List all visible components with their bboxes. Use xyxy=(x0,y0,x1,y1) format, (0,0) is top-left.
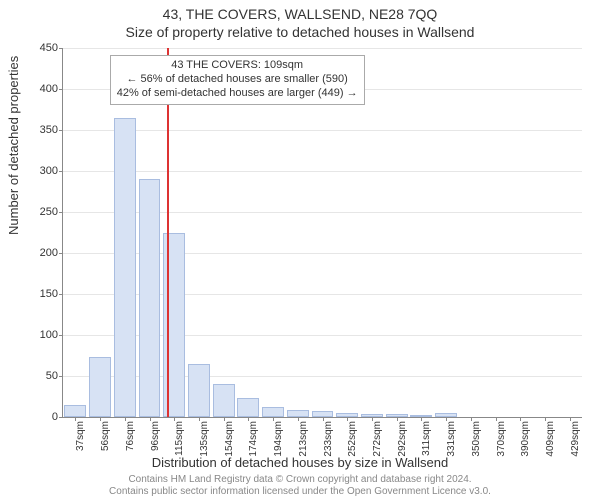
x-tick-label: 154sqm xyxy=(224,421,235,457)
x-tick-label: 252sqm xyxy=(347,421,358,457)
x-tick-label: 272sqm xyxy=(372,421,383,457)
x-tick-label: 429sqm xyxy=(570,421,581,457)
histogram-bar xyxy=(213,384,235,417)
y-axis-label: Number of detached properties xyxy=(6,56,21,235)
x-tick-label: 292sqm xyxy=(397,421,408,457)
chart-title-main: 43, THE COVERS, WALLSEND, NE28 7QQ xyxy=(0,6,600,22)
x-tick-label: 213sqm xyxy=(298,421,309,457)
x-tick-label: 390sqm xyxy=(520,421,531,457)
y-tick-label: 200 xyxy=(40,247,58,259)
x-tick-label: 96sqm xyxy=(150,421,161,451)
y-tick-mark xyxy=(59,89,63,90)
x-tick-label: 174sqm xyxy=(248,421,259,457)
y-tick-label: 50 xyxy=(46,370,58,382)
y-tick-mark xyxy=(59,294,63,295)
y-tick-label: 0 xyxy=(52,411,58,423)
y-tick-mark xyxy=(59,335,63,336)
x-tick-label: 311sqm xyxy=(421,421,432,456)
x-tick-label: 350sqm xyxy=(471,421,482,457)
histogram-bar xyxy=(237,398,259,417)
histogram-bar xyxy=(139,179,161,417)
y-tick-label: 400 xyxy=(40,83,58,95)
x-tick-label: 233sqm xyxy=(323,421,334,457)
y-tick-mark xyxy=(59,376,63,377)
x-tick-label: 331sqm xyxy=(446,421,457,457)
y-grid-line xyxy=(63,48,582,49)
y-grid-line xyxy=(63,171,582,172)
annotation-line-1: 43 THE COVERS: 109sqm xyxy=(117,59,358,73)
histogram-bar xyxy=(262,407,284,417)
y-tick-label: 450 xyxy=(40,42,58,54)
x-tick-label: 76sqm xyxy=(125,421,136,451)
plot-area: 05010015020025030035040045037sqm56sqm76s… xyxy=(62,48,582,418)
y-tick-mark xyxy=(59,417,63,418)
y-tick-mark xyxy=(59,212,63,213)
annotation-line-3: 42% of semi-detached houses are larger (… xyxy=(117,87,358,101)
x-tick-label: 409sqm xyxy=(545,421,556,457)
x-tick-label: 115sqm xyxy=(174,421,185,456)
histogram-bar xyxy=(64,405,86,417)
histogram-bar xyxy=(114,118,136,417)
x-tick-label: 194sqm xyxy=(273,421,284,457)
footer-line-2: Contains public sector information licen… xyxy=(0,486,600,498)
x-tick-label: 135sqm xyxy=(199,421,210,457)
x-tick-label: 370sqm xyxy=(496,421,507,457)
x-tick-label: 56sqm xyxy=(100,421,111,451)
annotation-box: 43 THE COVERS: 109sqm ← 56% of detached … xyxy=(110,55,365,104)
y-tick-label: 150 xyxy=(40,288,58,300)
y-tick-label: 300 xyxy=(40,165,58,177)
y-tick-label: 350 xyxy=(40,124,58,136)
y-tick-label: 100 xyxy=(40,329,58,341)
y-grid-line xyxy=(63,130,582,131)
x-tick-label: 37sqm xyxy=(75,421,86,451)
chart-title-sub: Size of property relative to detached ho… xyxy=(0,24,600,40)
histogram-bar xyxy=(89,357,111,417)
chart-footer: Contains HM Land Registry data © Crown c… xyxy=(0,474,600,498)
x-axis-label: Distribution of detached houses by size … xyxy=(0,455,600,470)
y-tick-mark xyxy=(59,253,63,254)
y-tick-mark xyxy=(59,48,63,49)
y-tick-label: 250 xyxy=(40,206,58,218)
annotation-line-2: ← 56% of detached houses are smaller (59… xyxy=(117,73,358,87)
histogram-bar xyxy=(188,364,210,417)
y-tick-mark xyxy=(59,130,63,131)
y-tick-mark xyxy=(59,171,63,172)
chart-container: { "chart": { "type": "histogram", "title… xyxy=(0,0,600,500)
footer-line-1: Contains HM Land Registry data © Crown c… xyxy=(0,474,600,486)
